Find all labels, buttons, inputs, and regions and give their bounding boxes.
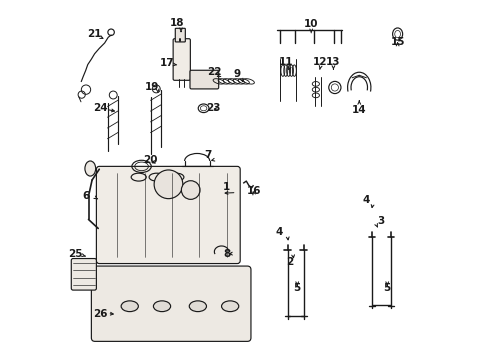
Text: 15: 15 <box>389 37 404 47</box>
Text: 9: 9 <box>233 69 241 79</box>
Text: 7: 7 <box>204 150 211 160</box>
Text: 18: 18 <box>169 18 184 28</box>
FancyBboxPatch shape <box>173 39 190 80</box>
FancyBboxPatch shape <box>96 166 240 264</box>
FancyBboxPatch shape <box>175 28 185 42</box>
Text: 3: 3 <box>376 216 384 226</box>
Ellipse shape <box>131 173 146 181</box>
Text: 17: 17 <box>159 58 174 68</box>
Text: 26: 26 <box>93 310 107 319</box>
Text: 14: 14 <box>351 105 366 115</box>
Text: 11: 11 <box>278 57 292 67</box>
FancyBboxPatch shape <box>190 70 218 89</box>
Ellipse shape <box>149 173 164 181</box>
Text: 19: 19 <box>145 82 159 92</box>
Text: 4: 4 <box>275 227 283 237</box>
Ellipse shape <box>168 173 183 181</box>
Ellipse shape <box>221 301 238 312</box>
Text: 1: 1 <box>223 182 230 192</box>
Circle shape <box>181 181 200 199</box>
Text: 21: 21 <box>86 29 101 39</box>
FancyBboxPatch shape <box>71 258 96 290</box>
Ellipse shape <box>153 301 170 312</box>
Text: 20: 20 <box>143 155 158 165</box>
FancyBboxPatch shape <box>91 266 250 341</box>
Text: 4: 4 <box>362 195 369 205</box>
Text: 23: 23 <box>205 103 220 113</box>
Circle shape <box>154 170 183 199</box>
Text: 8: 8 <box>223 248 230 258</box>
Text: 22: 22 <box>206 67 221 77</box>
Text: 5: 5 <box>383 283 390 293</box>
Text: 2: 2 <box>285 257 292 267</box>
Ellipse shape <box>121 301 138 312</box>
Ellipse shape <box>85 161 96 176</box>
Text: 25: 25 <box>68 248 82 258</box>
Text: 10: 10 <box>304 19 318 29</box>
Text: 5: 5 <box>292 283 300 293</box>
Text: 6: 6 <box>82 191 89 201</box>
Text: 24: 24 <box>93 103 107 113</box>
Ellipse shape <box>189 301 206 312</box>
Text: 12: 12 <box>312 57 326 67</box>
Text: 16: 16 <box>247 186 261 196</box>
Text: 13: 13 <box>325 57 340 67</box>
